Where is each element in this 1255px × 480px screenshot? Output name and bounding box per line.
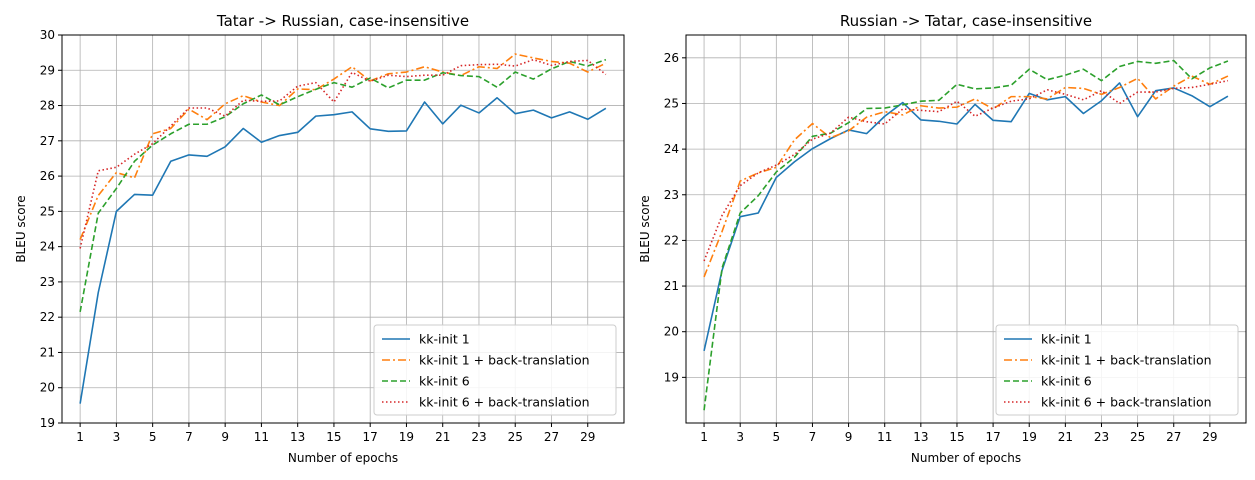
series-line-kk-init-6-back-translation	[79, 58, 607, 249]
y-tick-label: 20	[664, 325, 679, 339]
legend-label: kk-init 6 + back-translation	[1041, 395, 1212, 410]
x-tick-label: 29	[1202, 430, 1217, 444]
x-tick-label: 11	[254, 430, 269, 444]
y-tick-label: 21	[40, 345, 55, 359]
chart-tatar-russian: 1 3 5 7 9 11 13 15 17 19 21 23 25 27 29192021222324252…	[14, 12, 625, 465]
y-tick-label: 29	[40, 63, 55, 77]
x-tick-label: 25	[508, 430, 523, 444]
y-tick-label: 19	[40, 416, 55, 430]
x-tick-label: 21	[435, 430, 450, 444]
x-tick-label: 21	[1058, 430, 1073, 444]
legend-box	[373, 324, 617, 416]
chart-title: Tatar -> Russian, case-insensitive	[216, 12, 469, 30]
x-tick-label: 9	[845, 430, 853, 444]
x-tick-label: 1	[76, 430, 84, 444]
y-tick-label: 25	[40, 204, 55, 218]
x-tick-label: 17	[985, 430, 1000, 444]
x-tick-label: 13	[913, 430, 928, 444]
x-tick-label: 19	[1022, 430, 1037, 444]
chart-russian-tatar: 1 3 5 7 9 11 13 15 17 19 21 23 25 27 29192021222324252…	[638, 12, 1247, 465]
x-tick-label: 3	[736, 430, 744, 444]
x-tick-label: 19	[399, 430, 414, 444]
x-tick-label: 9	[221, 430, 229, 444]
legend-label: kk-init 1 + back-translation	[419, 353, 590, 368]
y-tick-label: 30	[40, 28, 55, 42]
series-line-kk-init-6	[703, 59, 1229, 411]
legend-label: kk-init 1	[1041, 332, 1092, 347]
x-tick-label: 29	[580, 430, 595, 444]
y-axis-label: BLEU score	[14, 195, 28, 262]
x-tick-label: 5	[149, 430, 157, 444]
x-tick-label: 13	[290, 430, 305, 444]
legend-box	[995, 324, 1239, 416]
y-tick-label: 24	[664, 142, 679, 156]
series-line-kk-init-6	[79, 58, 607, 313]
y-tick-label: 26	[664, 51, 679, 65]
plot-frame	[685, 34, 1247, 424]
legend-label: kk-init 6	[419, 374, 470, 389]
x-tick-label: 27	[1166, 430, 1181, 444]
y-tick-label: 22	[664, 233, 679, 247]
y-axis-label: BLEU score	[638, 195, 652, 262]
x-tick-label: 3	[113, 430, 121, 444]
series-line-kk-init-1	[79, 96, 607, 404]
legend-label: kk-init 1	[419, 332, 470, 347]
x-tick-label: 23	[1094, 430, 1109, 444]
series-line-kk-init-6-back-translation	[703, 79, 1229, 262]
x-tick-label: 5	[773, 430, 781, 444]
legend-label: kk-init 6	[1041, 374, 1092, 389]
x-tick-label: 17	[363, 430, 378, 444]
y-tick-label: 24	[40, 240, 55, 254]
y-tick-label: 23	[664, 188, 679, 202]
x-tick-label: 11	[877, 430, 892, 444]
x-tick-label: 1	[700, 430, 708, 444]
y-tick-label: 21	[664, 279, 679, 293]
x-tick-label: 15	[326, 430, 341, 444]
y-tick-label: 19	[664, 370, 679, 384]
y-tick-label: 22	[40, 310, 55, 324]
x-tick-label: 15	[949, 430, 964, 444]
y-tick-label: 27	[40, 134, 55, 148]
x-axis-label: Number of epochs	[288, 451, 398, 465]
series-line-kk-init-1	[703, 82, 1229, 352]
y-tick-label: 20	[40, 381, 55, 395]
plot-frame	[61, 34, 625, 424]
legend: kk-init 1 kk-init 1 + back-translation kk-…	[995, 324, 1239, 416]
x-tick-label: 27	[544, 430, 559, 444]
legend-label: kk-init 6 + back-translation	[419, 395, 590, 410]
x-tick-label: 7	[809, 430, 817, 444]
y-tick-label: 25	[664, 96, 679, 110]
x-tick-label: 7	[185, 430, 193, 444]
chart-title: Russian -> Tatar, case-insensitive	[840, 12, 1092, 30]
legend-label: kk-init 1 + back-translation	[1041, 353, 1212, 368]
legend: kk-init 1 kk-init 1 + back-translation kk-…	[373, 324, 617, 416]
x-tick-label: 25	[1130, 430, 1145, 444]
y-tick-label: 23	[40, 275, 55, 289]
x-axis-label: Number of epochs	[911, 451, 1021, 465]
y-tick-label: 26	[40, 169, 55, 183]
x-tick-label: 23	[471, 430, 486, 444]
y-tick-label: 28	[40, 99, 55, 113]
